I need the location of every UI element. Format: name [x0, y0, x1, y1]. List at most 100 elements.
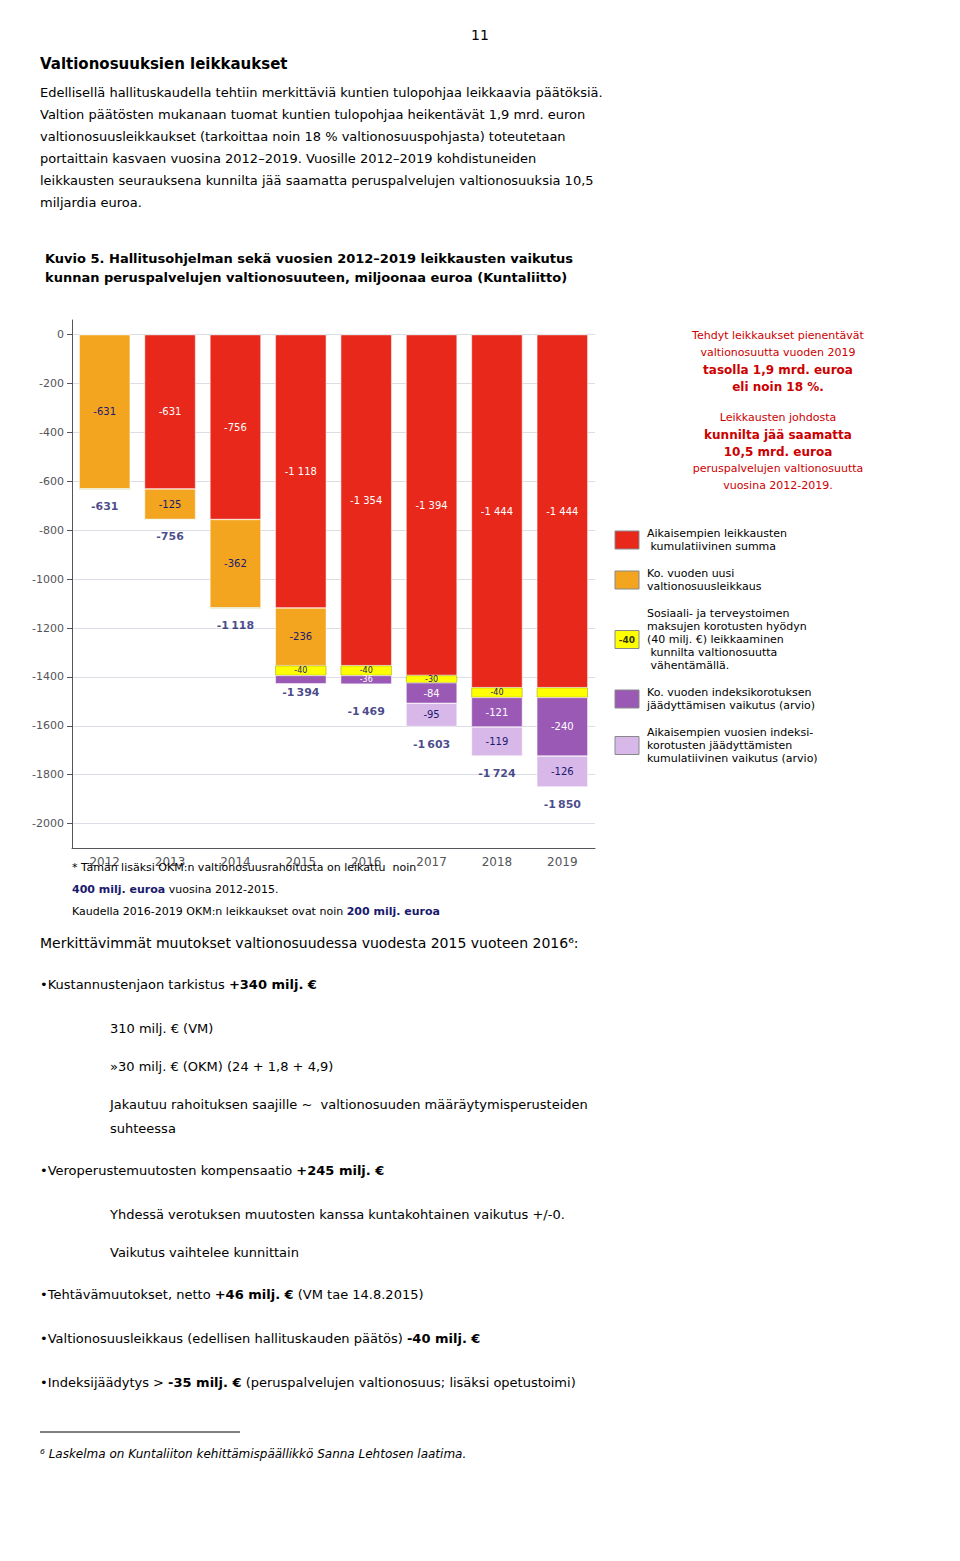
- svg-text:(VM tae 14.8.2015): (VM tae 14.8.2015): [294, 1287, 424, 1302]
- svg-text:-35 milj. €: -35 milj. €: [168, 1375, 241, 1390]
- svg-text:vuosina 2012-2015.: vuosina 2012-2015.: [165, 883, 278, 896]
- svg-text:»30 milj. € (OKM) (24 + 1,8 +: »30 milj. € (OKM) (24 + 1,8 + 4,9): [110, 1059, 333, 1074]
- svg-text:-240: -240: [551, 721, 574, 732]
- svg-text:10,5 mrd. euroa: 10,5 mrd. euroa: [724, 445, 832, 459]
- svg-text:(peruspalvelujen valtionosuus;: (peruspalvelujen valtionosuus; lisäksi o…: [242, 1375, 576, 1390]
- svg-text:suhteessa: suhteessa: [110, 1121, 176, 1136]
- svg-text:Valtionosuuksien leikkaukset: Valtionosuuksien leikkaukset: [40, 55, 288, 73]
- svg-text:-400: -400: [39, 426, 64, 439]
- svg-text:-1 118: -1 118: [217, 619, 254, 632]
- svg-text:Tehdyt leikkaukset pienentävät: Tehdyt leikkaukset pienentävät: [691, 329, 865, 342]
- svg-text:-800: -800: [39, 524, 64, 537]
- svg-text:* Tämän lisäksi OKM:n valtiono: * Tämän lisäksi OKM:n valtionosuusrahoit…: [72, 861, 416, 874]
- svg-text:Leikkausten johdosta: Leikkausten johdosta: [720, 411, 837, 424]
- svg-text:+245 milj. €: +245 milj. €: [296, 1163, 384, 1178]
- svg-text:kumulatiivinen summa: kumulatiivinen summa: [647, 540, 776, 553]
- svg-text:leikkausten seurauksena kunnil: leikkausten seurauksena kunnilta jää saa…: [40, 173, 594, 188]
- svg-text:vuosina 2012-2019.: vuosina 2012-2019.: [723, 479, 833, 492]
- svg-text:2018: 2018: [482, 855, 513, 869]
- svg-text:Sosiaali- ja terveystoimen: Sosiaali- ja terveystoimen: [647, 607, 790, 620]
- svg-text:Aikaisempien leikkausten: Aikaisempien leikkausten: [647, 527, 787, 540]
- svg-text:-36: -36: [360, 675, 373, 684]
- svg-text:-1 444: -1 444: [546, 506, 578, 517]
- svg-text:kunnilta valtionosuutta: kunnilta valtionosuutta: [647, 646, 777, 659]
- svg-text:-125: -125: [159, 499, 182, 510]
- svg-text:400 milj. euroa: 400 milj. euroa: [72, 883, 165, 896]
- svg-text:•Tehtävämuutokset, netto: •Tehtävämuutokset, netto: [40, 1287, 215, 1302]
- svg-text:+46 milj. €: +46 milj. €: [215, 1287, 294, 1302]
- svg-text:miljardia euroa.: miljardia euroa.: [40, 195, 142, 210]
- svg-text:-236: -236: [289, 631, 312, 642]
- svg-text:Aikaisempien vuosien indeksi-: Aikaisempien vuosien indeksi-: [647, 726, 813, 739]
- svg-text:-1 444: -1 444: [481, 506, 513, 517]
- svg-text:-95: -95: [423, 709, 439, 720]
- svg-text:-1200: -1200: [32, 622, 64, 635]
- svg-text:Jakautuu rahoituksen saajille: Jakautuu rahoituksen saajille ~ valtiono…: [109, 1097, 588, 1112]
- svg-text:+340 milj. €: +340 milj. €: [229, 977, 317, 992]
- svg-text:-1 850: -1 850: [544, 798, 582, 811]
- svg-text:Edellisellä hallituskaudella t: Edellisellä hallituskaudella tehtiin mer…: [40, 85, 603, 100]
- svg-text:-1 724: -1 724: [478, 767, 516, 780]
- svg-text:•Valtionosuusleikkaus (edellis: •Valtionosuusleikkaus (edellisen hallitu…: [40, 1331, 407, 1346]
- svg-text:Vaikutus vaihtelee kunnittain: Vaikutus vaihtelee kunnittain: [110, 1245, 299, 1260]
- svg-text:310 milj. € (VM): 310 milj. € (VM): [110, 1021, 213, 1036]
- svg-text:-40: -40: [360, 666, 373, 675]
- svg-text:-600: -600: [39, 475, 64, 488]
- svg-text:valtionosuusleikkaukset (tarko: valtionosuusleikkaukset (tarkoittaa noin…: [40, 129, 566, 144]
- svg-text:-1 118: -1 118: [285, 466, 317, 477]
- svg-text:kumulatiivinen vaikutus (arvio: kumulatiivinen vaikutus (arvio): [647, 752, 818, 765]
- svg-text:-30: -30: [425, 675, 438, 684]
- svg-text:-1 394: -1 394: [282, 686, 320, 699]
- svg-text:⁶ Laskelma on Kuntaliiton kehi: ⁶ Laskelma on Kuntaliiton kehittämispääl…: [40, 1447, 466, 1461]
- svg-text:valtionosuutta vuoden 2019: valtionosuutta vuoden 2019: [700, 346, 855, 359]
- svg-text:-756: -756: [156, 530, 184, 543]
- svg-text:•Indeksijäädytys >: •Indeksijäädytys >: [40, 1375, 168, 1390]
- svg-text:-631: -631: [93, 406, 116, 417]
- svg-text:-40: -40: [294, 666, 307, 675]
- svg-text:portaittain kasvaen vuosina 20: portaittain kasvaen vuosina 2012–2019. V…: [40, 151, 536, 166]
- svg-text:•Veroperustemuutosten kompensa: •Veroperustemuutosten kompensaatio: [40, 1163, 296, 1178]
- svg-text:peruspalvelujen valtionosuutta: peruspalvelujen valtionosuutta: [693, 462, 864, 475]
- svg-text:maksujen korotusten hyödyn: maksujen korotusten hyödyn: [647, 620, 807, 633]
- svg-text:-119: -119: [486, 736, 509, 747]
- svg-text:-631: -631: [91, 500, 119, 513]
- svg-text:kunnan peruspalvelujen valtion: kunnan peruspalvelujen valtionosuuteen, …: [45, 270, 567, 285]
- svg-text:-1400: -1400: [32, 670, 64, 683]
- svg-text:2017: 2017: [416, 855, 447, 869]
- svg-text:-200: -200: [39, 377, 64, 390]
- svg-text:Merkittävimmät muutokset valti: Merkittävimmät muutokset valtionosuudess…: [40, 935, 579, 951]
- svg-text:200 milj. euroa: 200 milj. euroa: [347, 905, 440, 918]
- svg-text:Kuvio 5. Hallitusohjelman sekä: Kuvio 5. Hallitusohjelman sekä vuosien 2…: [45, 251, 573, 266]
- svg-text:-1600: -1600: [32, 719, 64, 732]
- svg-text:-1800: -1800: [32, 768, 64, 781]
- svg-text:2019: 2019: [547, 855, 578, 869]
- svg-text:korotusten jäädyttämisten: korotusten jäädyttämisten: [647, 739, 792, 752]
- svg-text:•Kustannustenjaon tarkistus: •Kustannustenjaon tarkistus: [40, 977, 229, 992]
- svg-text:-40: -40: [490, 688, 503, 697]
- svg-text:kunnilta jää saamatta: kunnilta jää saamatta: [704, 428, 852, 442]
- svg-text:tasolla 1,9 mrd. euroa: tasolla 1,9 mrd. euroa: [703, 363, 853, 377]
- svg-text:eli noin 18 %.: eli noin 18 %.: [732, 380, 824, 394]
- svg-text:-631: -631: [159, 406, 182, 417]
- svg-text:Ko. vuoden uusi: Ko. vuoden uusi: [647, 567, 734, 580]
- svg-text:0: 0: [57, 328, 64, 341]
- svg-text:-756: -756: [224, 422, 247, 433]
- svg-text:-362: -362: [224, 558, 247, 569]
- svg-text:-40 milj. €: -40 milj. €: [407, 1331, 480, 1346]
- svg-text:Kaudella 2016-2019 OKM:n leikk: Kaudella 2016-2019 OKM:n leikkaukset ova…: [72, 905, 347, 918]
- svg-text:valtionosuusleikkaus: valtionosuusleikkaus: [647, 580, 762, 593]
- svg-text:-40: -40: [619, 635, 635, 645]
- svg-text:-121: -121: [486, 707, 509, 718]
- svg-text:Ko. vuoden indeksikorotuksen: Ko. vuoden indeksikorotuksen: [647, 686, 811, 699]
- svg-text:-1 603: -1 603: [413, 738, 450, 751]
- svg-text:Yhdessä verotuksen muutosten k: Yhdessä verotuksen muutosten kanssa kunt…: [109, 1207, 565, 1222]
- svg-text:-1000: -1000: [32, 573, 64, 586]
- svg-text:(40 milj. €) leikkaaminen: (40 milj. €) leikkaaminen: [647, 633, 784, 646]
- svg-text:-84: -84: [423, 688, 439, 699]
- svg-text:-1 394: -1 394: [415, 500, 447, 511]
- svg-text:vähentämällä.: vähentämällä.: [647, 659, 729, 672]
- svg-text:-1 354: -1 354: [350, 495, 382, 506]
- svg-text:-126: -126: [551, 766, 574, 777]
- svg-text:Valtion päätösten mukanaan tuo: Valtion päätösten mukanaan tuomat kuntie…: [40, 107, 585, 122]
- svg-text:jäädyttämisen vaikutus (arvio): jäädyttämisen vaikutus (arvio): [646, 699, 815, 712]
